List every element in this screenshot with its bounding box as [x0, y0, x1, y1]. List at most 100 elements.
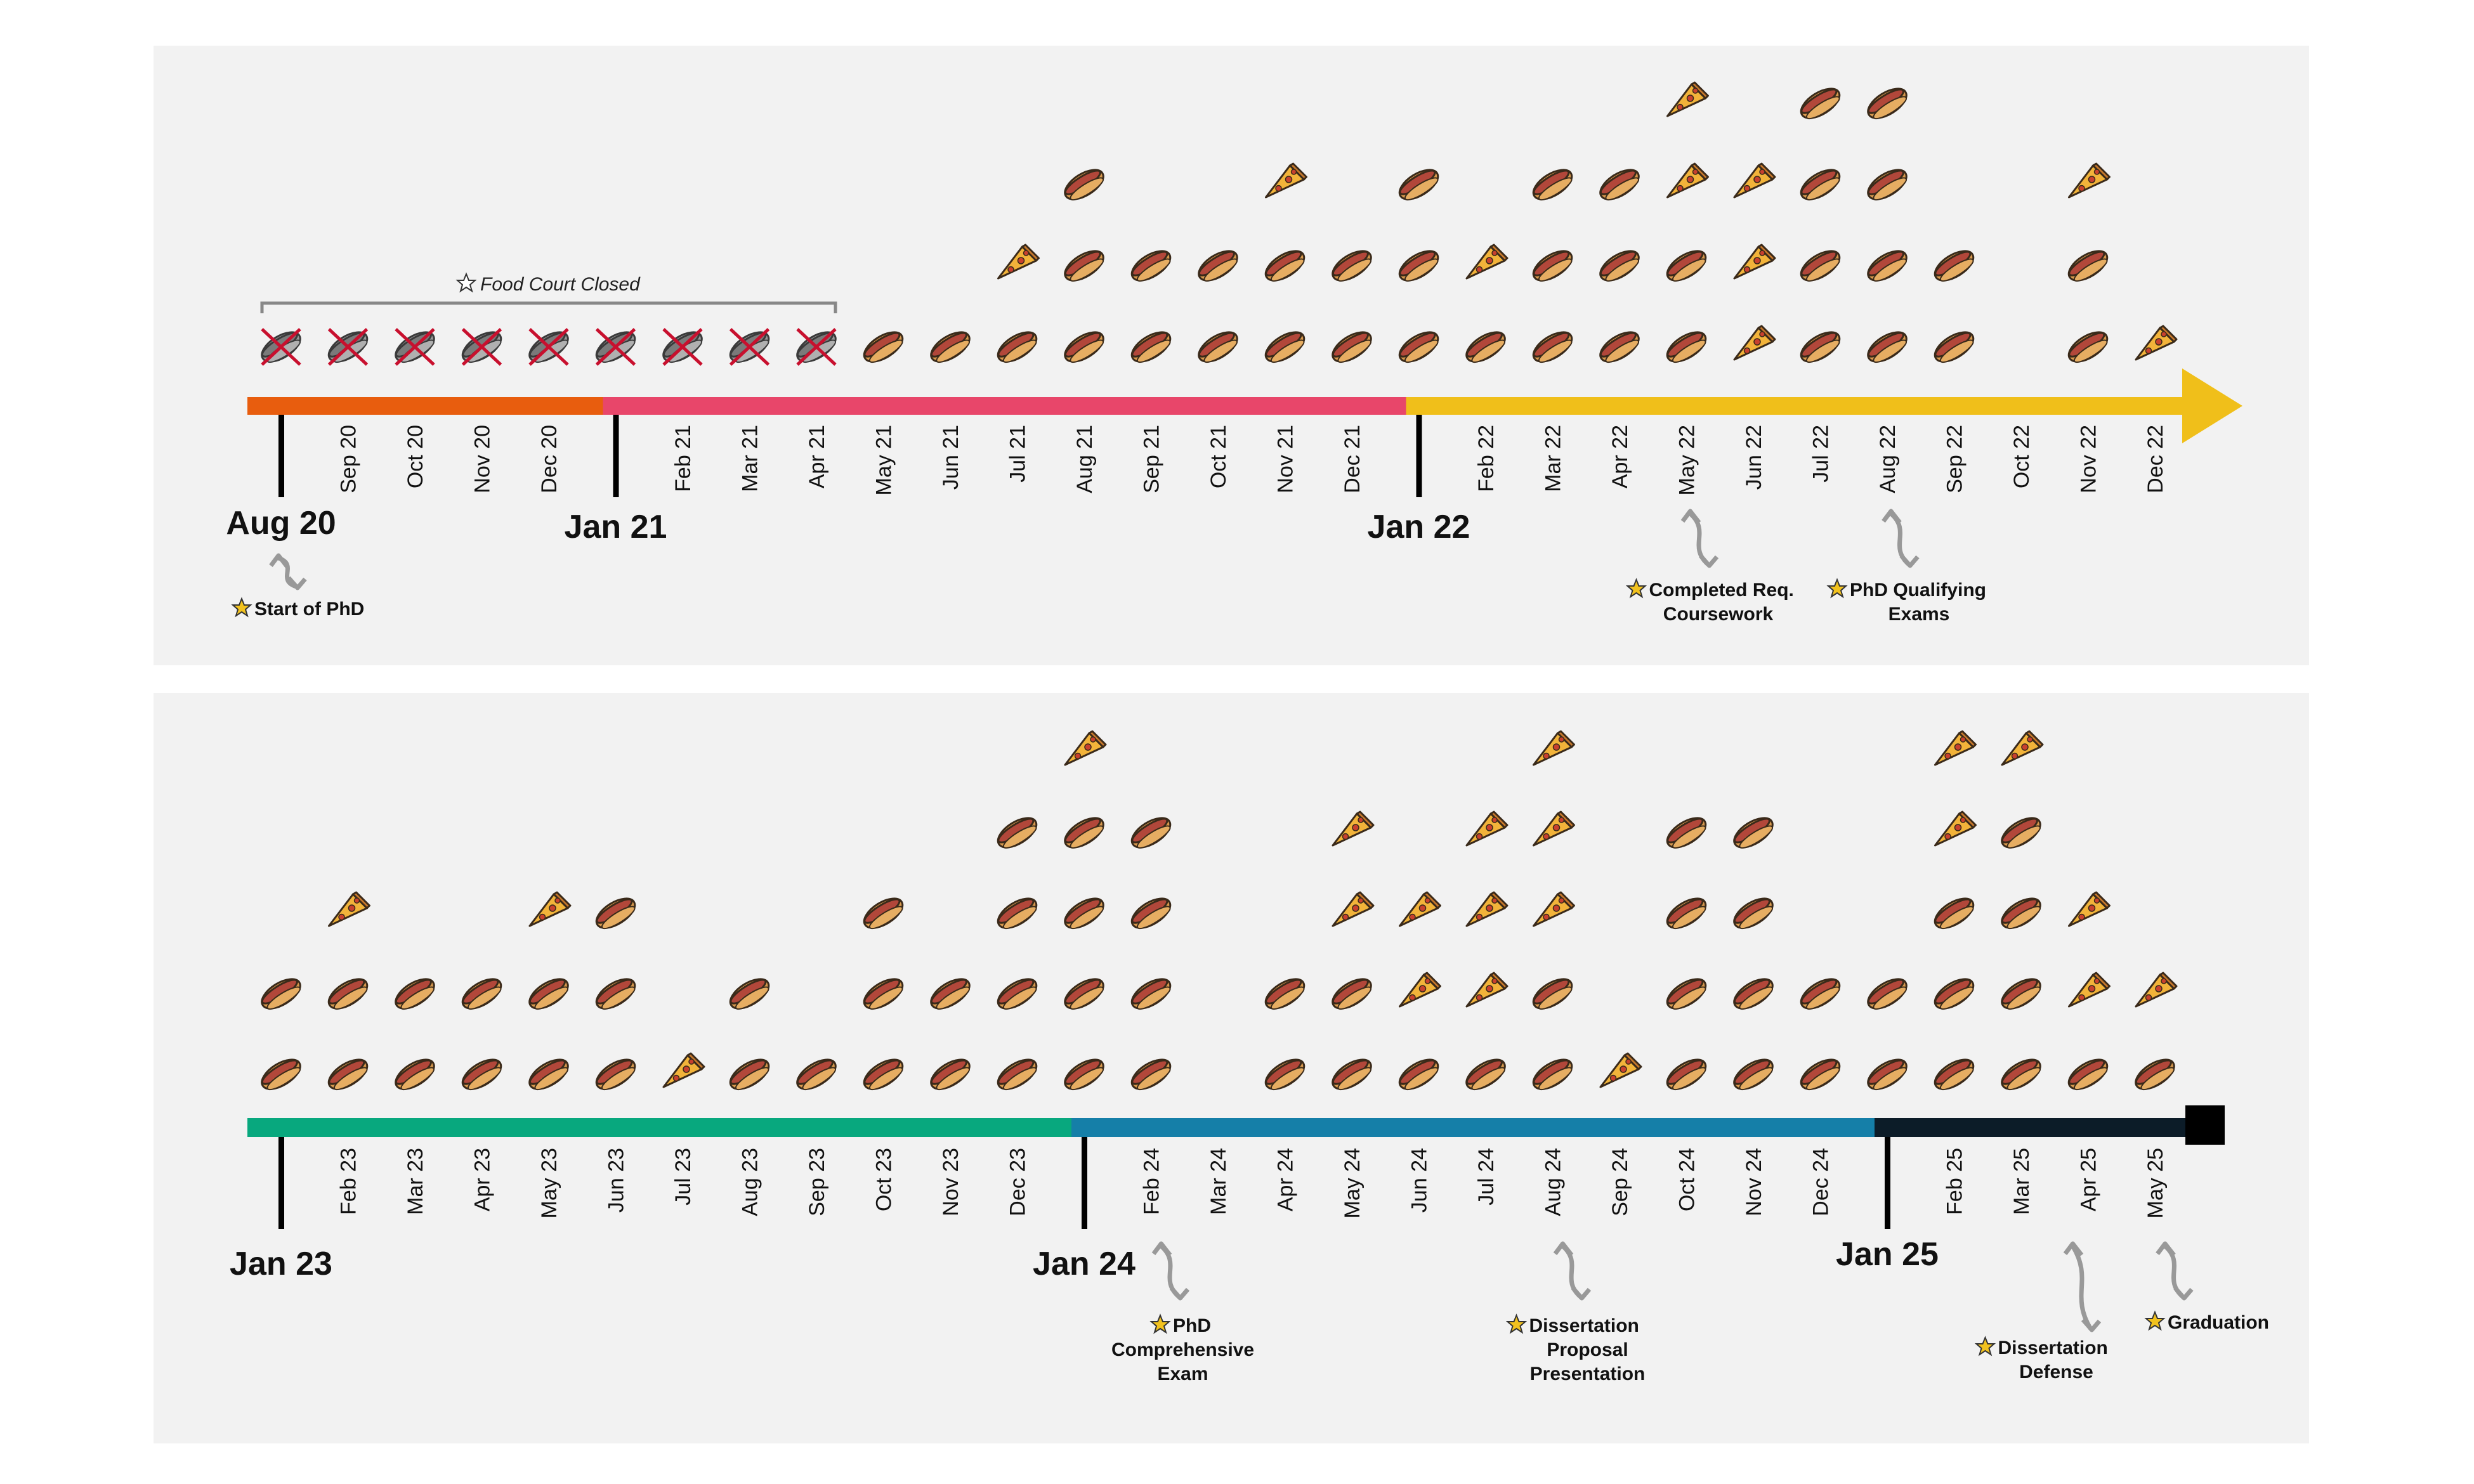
milestone-label: Graduation — [2168, 1312, 2269, 1333]
timeline-arrowhead — [2182, 368, 2242, 443]
hot-dog-icon — [457, 1053, 507, 1096]
hot-dog-icon — [1193, 244, 1243, 287]
hot-dog-icon — [1996, 1053, 2046, 1096]
hot-dog-icon — [1594, 244, 1645, 287]
month-label: Aug 21 — [1073, 425, 1097, 493]
hot-dog-icon — [1661, 892, 1712, 935]
hot-dog-icon — [2063, 1053, 2113, 1096]
pizza-slice-icon — [1465, 972, 1509, 1008]
pizza-slice-icon — [1533, 730, 1575, 766]
milestone-label: Start of PhD — [254, 599, 364, 620]
year-label: Jan 24 — [1033, 1246, 1136, 1282]
milestone-label: Proposal — [1547, 1339, 1628, 1360]
milestone-arrowhead — [2173, 1286, 2194, 1301]
star-icon — [1828, 579, 1847, 597]
milestone-label: Comprehensive — [1111, 1339, 1254, 1360]
hot-dog-icon — [457, 972, 507, 1015]
star-outline-icon — [457, 273, 476, 292]
pizza-slice-icon — [1332, 810, 1375, 847]
month-label: Jul 22 — [1809, 425, 1833, 483]
pizza-slice-icon — [1533, 810, 1575, 847]
timeline-segment — [1071, 1118, 1875, 1137]
pizza-slice-icon — [2068, 972, 2111, 1008]
year-tick — [278, 415, 284, 497]
hot-dog-icon — [1059, 1053, 1109, 1096]
month-label: Dec 24 — [1809, 1148, 1833, 1216]
hot-dog-icon — [1862, 82, 1913, 125]
month-label: Jul 24 — [1474, 1148, 1498, 1206]
crossed-hot-dog-icon — [324, 327, 372, 368]
hot-dog-icon — [256, 1053, 306, 1096]
pizza-slice-icon — [1265, 162, 1307, 199]
month-label: Apr 22 — [1608, 425, 1632, 488]
hot-dog-icon — [1326, 325, 1377, 368]
star-icon — [1507, 1315, 1526, 1333]
hot-dog-icon — [1528, 244, 1578, 287]
month-label: Aug 24 — [1541, 1148, 1566, 1216]
closure-bracket — [260, 301, 837, 313]
timeline-segment — [1406, 397, 2182, 415]
milestone-arrowhead — [2156, 1241, 2176, 1257]
timeline-segment — [603, 397, 1406, 415]
month-label: Feb 24 — [1140, 1148, 1164, 1215]
pizza-slice-icon — [1399, 891, 1441, 927]
milestone-label: Defense — [2019, 1362, 2093, 1383]
milestone-label: PhD — [1173, 1315, 1211, 1336]
milestone-arrowhead — [1151, 1241, 1172, 1257]
hot-dog-icon — [1862, 1053, 1913, 1096]
milestone-arrowhead — [269, 553, 289, 569]
hot-dog-icon — [2063, 244, 2113, 287]
hot-dog-icon — [1193, 325, 1243, 368]
month-label: May 21 — [872, 425, 896, 496]
hot-dog-icon — [1126, 244, 1176, 287]
month-label: May 23 — [537, 1148, 561, 1219]
hot-dog-icon — [992, 1053, 1042, 1096]
star-icon — [232, 598, 251, 616]
month-label: Dec 22 — [2143, 425, 2168, 493]
hot-dog-icon — [1661, 811, 1712, 854]
year-label: Jan 25 — [1836, 1236, 1939, 1273]
hot-dog-icon — [1862, 325, 1913, 368]
milestone-arrow — [2071, 1244, 2093, 1331]
month-label: Dec 20 — [537, 425, 561, 493]
month-label: Mar 21 — [738, 425, 762, 492]
hot-dog-icon — [791, 1053, 842, 1096]
hot-dog-icon — [925, 325, 976, 368]
hot-dog-icon — [724, 972, 775, 1015]
hot-dog-icon — [1059, 972, 1109, 1015]
hot-dog-icon — [858, 1053, 908, 1096]
timeline-end-marker — [2185, 1105, 2225, 1145]
milestone-arrowhead — [1169, 1286, 1190, 1301]
month-label: Sep 24 — [1608, 1148, 1632, 1216]
hot-dog-icon — [2063, 325, 2113, 368]
month-label: Apr 25 — [2077, 1148, 2101, 1211]
month-label: Sep 22 — [1943, 425, 1967, 493]
pizza-slice-icon — [1934, 730, 1977, 766]
year-label: Jan 22 — [1368, 509, 1470, 545]
hot-dog-icon — [1326, 1053, 1377, 1096]
hot-dog-icon — [925, 1053, 976, 1096]
month-label: Apr 21 — [805, 425, 829, 488]
hot-dog-icon — [992, 892, 1042, 935]
pizza-slice-icon — [1599, 1052, 1642, 1088]
hot-dog-icon — [323, 1053, 373, 1096]
month-label: Nov 24 — [1742, 1148, 1766, 1216]
hot-dog-icon — [1126, 972, 1176, 1015]
crossed-hot-dog-icon — [257, 327, 305, 368]
hot-dog-icon — [858, 325, 908, 368]
timeline-segment — [247, 397, 603, 415]
milestone-label: PhD Qualifying — [1850, 580, 1986, 601]
pizza-slice-icon — [1733, 162, 1776, 199]
hot-dog-icon — [992, 972, 1042, 1015]
month-label: Nov 22 — [2077, 425, 2101, 493]
month-label: Jul 23 — [671, 1148, 695, 1206]
milestone-arrowhead — [1553, 1241, 1574, 1257]
hot-dog-icon — [389, 972, 440, 1015]
month-label: Feb 25 — [1943, 1148, 1967, 1215]
month-label: Jun 23 — [605, 1148, 629, 1213]
pizza-slice-icon — [1465, 891, 1509, 927]
hot-dog-icon — [1326, 972, 1377, 1015]
month-label: Jun 24 — [1408, 1148, 1432, 1213]
hot-dog-icon — [1661, 1053, 1712, 1096]
pizza-slice-icon — [1465, 244, 1509, 280]
